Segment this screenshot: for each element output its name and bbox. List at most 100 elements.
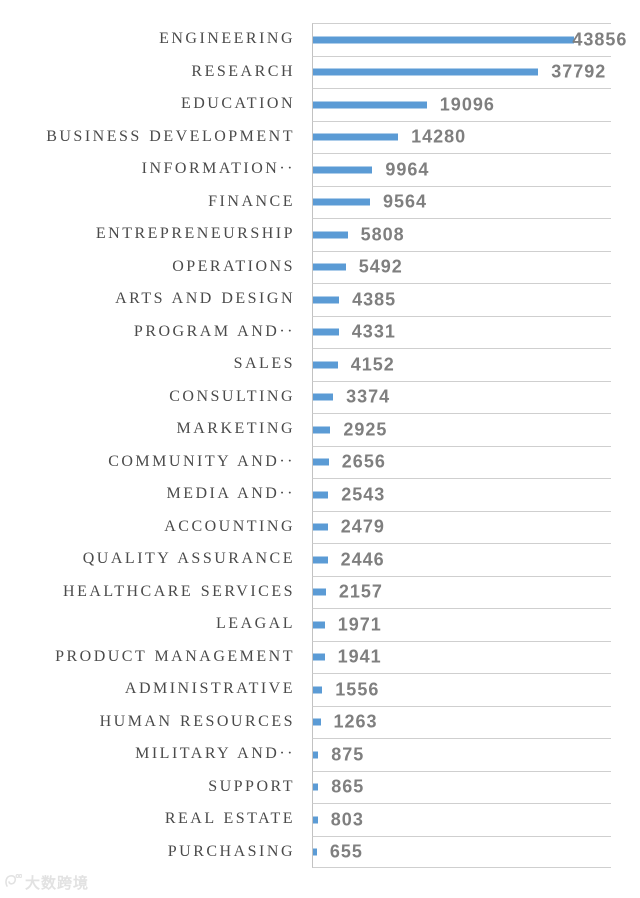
value-label: 2925 [343, 419, 388, 440]
bar [313, 751, 319, 759]
category-label: ADMINISTRATIVE [124, 680, 295, 698]
plot-cell: 5492 [312, 250, 611, 283]
chart-row: ENTREPRENEURSHIP 5808 [0, 218, 611, 251]
bar [313, 848, 317, 856]
value-label: 865 [331, 776, 365, 797]
chart-row: ARTS AND DESIGN 4385 [0, 283, 611, 316]
bar [313, 523, 328, 531]
value-label: 1556 [335, 679, 380, 700]
bar [313, 458, 329, 466]
bar [313, 783, 319, 791]
category-label: COMMUNITY AND·· [108, 452, 295, 470]
plot-cell: 2925 [312, 413, 611, 446]
bar [313, 166, 373, 174]
bar [313, 426, 331, 434]
chart-row: HEALTHCARE SERVICES 2157 [0, 575, 611, 609]
category-label: ENGINEERING [159, 30, 295, 48]
chart-row: MEDIA AND·· 2543 [0, 478, 611, 511]
bar [313, 101, 427, 109]
category-label: OPERATIONS [172, 257, 295, 275]
category-label-cell: MILITARY AND·· [0, 738, 312, 771]
plot-cell: 655 [312, 835, 611, 868]
plot-cell: 2543 [312, 478, 611, 511]
bar [313, 198, 370, 206]
value-label: 9564 [383, 191, 428, 212]
plot-cell: 1263 [312, 705, 611, 738]
category-label-cell: QUALITY ASSURANCE [0, 543, 312, 576]
plot-cell: 14280 [312, 120, 611, 153]
value-label: 4152 [350, 354, 395, 375]
chart-row: QUALITY ASSURANCE 2446 [0, 543, 611, 576]
value-label: 5808 [360, 224, 405, 245]
category-label-cell: HEALTHCARE SERVICES [0, 576, 312, 609]
chart-row: PROGRAM AND·· 4331 [0, 315, 611, 349]
bar [313, 361, 338, 369]
category-label-cell: ENGINEERING [0, 23, 312, 56]
category-label: INFORMATION·· [141, 160, 295, 178]
category-label-cell: ADMINISTRATIVE [0, 673, 312, 706]
bar [313, 718, 321, 726]
chart-row: INFORMATION·· 9964 [0, 153, 611, 186]
bar [313, 816, 318, 824]
watermark: 大数跨境 [4, 872, 89, 893]
bar [313, 393, 334, 401]
category-label: FINANCE [208, 192, 295, 210]
plot-cell: 9564 [312, 185, 611, 218]
category-label: QUALITY ASSURANCE [82, 550, 295, 568]
plot-cell: 4331 [312, 315, 611, 348]
category-label: MARKETING [176, 420, 295, 438]
chart-row: ENGINEERING 43856 [0, 23, 626, 56]
bar [313, 36, 575, 44]
plot-cell: 2446 [312, 543, 611, 576]
category-label: HUMAN RESOURCES [99, 712, 295, 730]
plot-cell: 1941 [312, 640, 611, 673]
category-label: ARTS AND DESIGN [115, 290, 295, 308]
category-label: SALES [233, 355, 295, 373]
chart-row: MILITARY AND·· 875 [0, 738, 611, 771]
value-label: 19096 [439, 94, 495, 115]
value-label: 2479 [340, 516, 385, 537]
bar [313, 133, 399, 141]
category-label-cell: LEAGAL [0, 608, 312, 641]
plot-cell: 2157 [312, 575, 611, 608]
category-label: SUPPORT [208, 777, 295, 795]
value-label: 875 [331, 744, 365, 765]
category-label-cell: COMMUNITY AND·· [0, 446, 312, 479]
value-label: 1971 [337, 614, 382, 635]
watermark-text: 大数跨境 [25, 875, 90, 892]
bar [313, 621, 325, 629]
category-label: PRODUCT MANAGEMENT [55, 647, 295, 665]
chart-row: HUMAN RESOURCES 1263 [0, 705, 611, 739]
plot-cell: 1556 [312, 673, 611, 706]
plot-cell: 5808 [312, 218, 611, 251]
plot-cell: 43856 [312, 23, 626, 56]
category-label: MILITARY AND·· [135, 745, 295, 763]
chart-row: PRODUCT MANAGEMENT 1941 [0, 640, 611, 673]
watermark-logo-icon [4, 873, 23, 893]
bar-chart: ENGINEERING 43856 RESEARCH 37792 EDUCATI… [0, 23, 626, 869]
category-label-cell: MARKETING [0, 413, 312, 446]
value-label: 2656 [341, 451, 386, 472]
category-label: BUSINESS DEVELOPMENT [46, 127, 295, 145]
chart-row: REAL ESTATE 803 [0, 803, 611, 836]
plot-cell: 4152 [312, 348, 611, 381]
value-label: 5492 [358, 256, 403, 277]
value-label: 4385 [352, 289, 397, 310]
category-label-cell: HUMAN RESOURCES [0, 706, 312, 739]
plot-cell: 3374 [312, 380, 611, 413]
category-label: MEDIA AND·· [166, 485, 295, 503]
bar [313, 231, 348, 239]
category-label-cell: PURCHASING [0, 836, 312, 869]
value-label: 14280 [411, 126, 467, 147]
chart-row: PURCHASING 655 [0, 835, 611, 869]
value-label: 803 [330, 809, 364, 830]
category-label-cell: SALES [0, 348, 312, 381]
value-label: 2446 [340, 549, 385, 570]
category-label: LEAGAL [216, 615, 295, 633]
category-label-cell: PROGRAM AND·· [0, 316, 312, 349]
bar [313, 556, 328, 564]
chart-row: RESEARCH 37792 [0, 55, 611, 88]
bar-chart-rows: ENGINEERING 43856 RESEARCH 37792 EDUCATI… [0, 23, 626, 869]
chart-row: EDUCATION 19096 [0, 88, 611, 121]
value-label: 3374 [346, 386, 391, 407]
